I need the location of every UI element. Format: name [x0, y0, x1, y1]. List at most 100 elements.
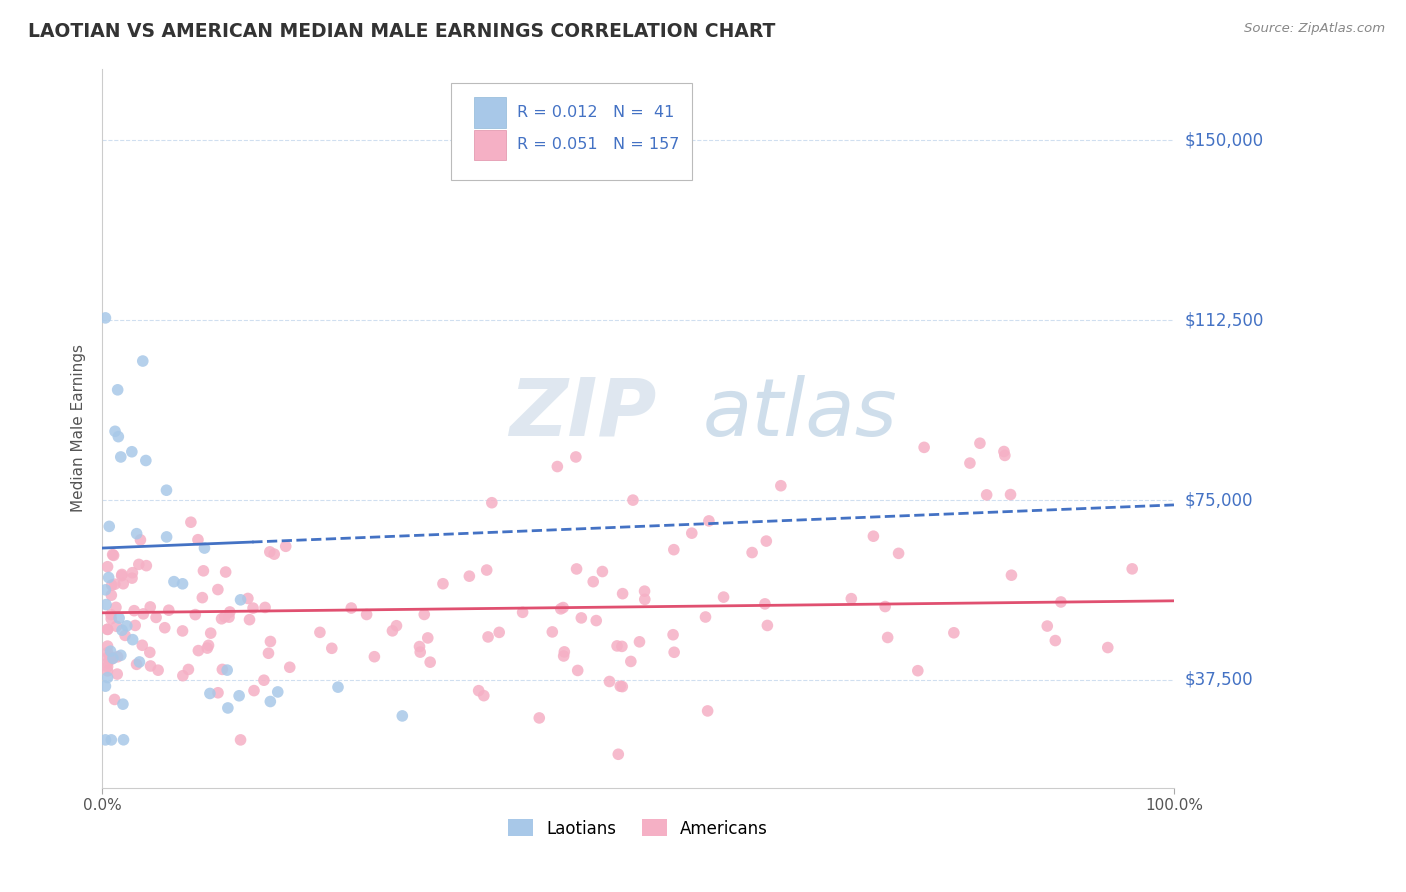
- Point: [101, 651, 124, 665]
- Point: [135, 558, 157, 573]
- Point: [969, 436, 991, 450]
- Point: [662, 628, 685, 642]
- Point: [1121, 562, 1143, 576]
- Point: [97, 671, 120, 685]
- Point: [155, 530, 177, 544]
- Point: [907, 664, 929, 678]
- Point: [263, 547, 285, 561]
- Text: Source: ZipAtlas.com: Source: ZipAtlas.com: [1244, 22, 1385, 36]
- Point: [187, 533, 209, 547]
- Point: [128, 655, 150, 669]
- Legend: Laotians, Americans: Laotians, Americans: [502, 813, 775, 844]
- Point: [131, 638, 153, 652]
- Point: [100, 588, 122, 602]
- Point: [458, 569, 481, 583]
- Point: [184, 607, 207, 622]
- Point: [132, 354, 155, 368]
- Point: [122, 604, 145, 618]
- Point: [98, 650, 121, 665]
- Point: [385, 618, 408, 632]
- Point: [139, 659, 162, 673]
- Point: [634, 592, 657, 607]
- Point: [356, 607, 378, 622]
- Point: [107, 383, 129, 397]
- Point: [121, 571, 143, 585]
- Point: [993, 444, 1015, 458]
- Point: [839, 591, 862, 606]
- Point: [124, 618, 146, 632]
- Point: [97, 656, 120, 670]
- Point: [98, 519, 121, 533]
- Point: [610, 640, 633, 654]
- Point: [607, 747, 630, 762]
- Point: [97, 622, 120, 636]
- Point: [100, 644, 122, 658]
- Point: [713, 590, 735, 604]
- Point: [229, 732, 252, 747]
- Point: [172, 624, 194, 638]
- FancyBboxPatch shape: [450, 83, 692, 180]
- Point: [467, 683, 489, 698]
- Point: [229, 592, 252, 607]
- Point: [1036, 619, 1059, 633]
- Point: [132, 607, 155, 621]
- Point: [391, 709, 413, 723]
- Point: [146, 663, 169, 677]
- Point: [413, 607, 436, 622]
- Point: [101, 548, 124, 562]
- Point: [541, 624, 564, 639]
- Point: [112, 732, 135, 747]
- Point: [756, 618, 779, 632]
- Point: [512, 605, 534, 619]
- Point: [409, 645, 432, 659]
- Point: [111, 624, 134, 638]
- Point: [1000, 487, 1022, 501]
- Point: [128, 558, 150, 572]
- Point: [565, 450, 588, 464]
- Point: [416, 631, 439, 645]
- Point: [157, 603, 180, 617]
- Point: [111, 568, 134, 582]
- Point: [180, 515, 202, 529]
- Point: [94, 679, 117, 693]
- Point: [198, 686, 221, 700]
- Point: [553, 645, 575, 659]
- Point: [191, 591, 214, 605]
- Point: [139, 599, 162, 614]
- Point: [100, 578, 122, 592]
- Point: [217, 663, 239, 677]
- Point: [207, 686, 229, 700]
- Point: [488, 625, 510, 640]
- Point: [887, 546, 910, 560]
- Point: [100, 732, 122, 747]
- Point: [695, 610, 717, 624]
- Point: [214, 609, 236, 624]
- Point: [681, 526, 703, 541]
- Point: [1045, 633, 1067, 648]
- Point: [633, 584, 655, 599]
- Point: [100, 607, 122, 622]
- Point: [114, 628, 136, 642]
- Point: [259, 694, 281, 708]
- Point: [321, 641, 343, 656]
- Point: [211, 662, 233, 676]
- Point: [103, 549, 125, 563]
- Point: [125, 526, 148, 541]
- Point: [755, 534, 778, 549]
- Point: [259, 545, 281, 559]
- Point: [363, 649, 385, 664]
- Point: [215, 565, 238, 579]
- Point: [200, 626, 222, 640]
- Point: [274, 539, 297, 553]
- Point: [598, 674, 620, 689]
- Point: [741, 545, 763, 559]
- Point: [100, 652, 122, 666]
- Point: [472, 689, 495, 703]
- Point: [606, 639, 628, 653]
- Point: [267, 685, 290, 699]
- Point: [197, 638, 219, 652]
- Point: [195, 641, 218, 656]
- Point: [243, 683, 266, 698]
- Point: [662, 645, 685, 659]
- Point: [217, 701, 239, 715]
